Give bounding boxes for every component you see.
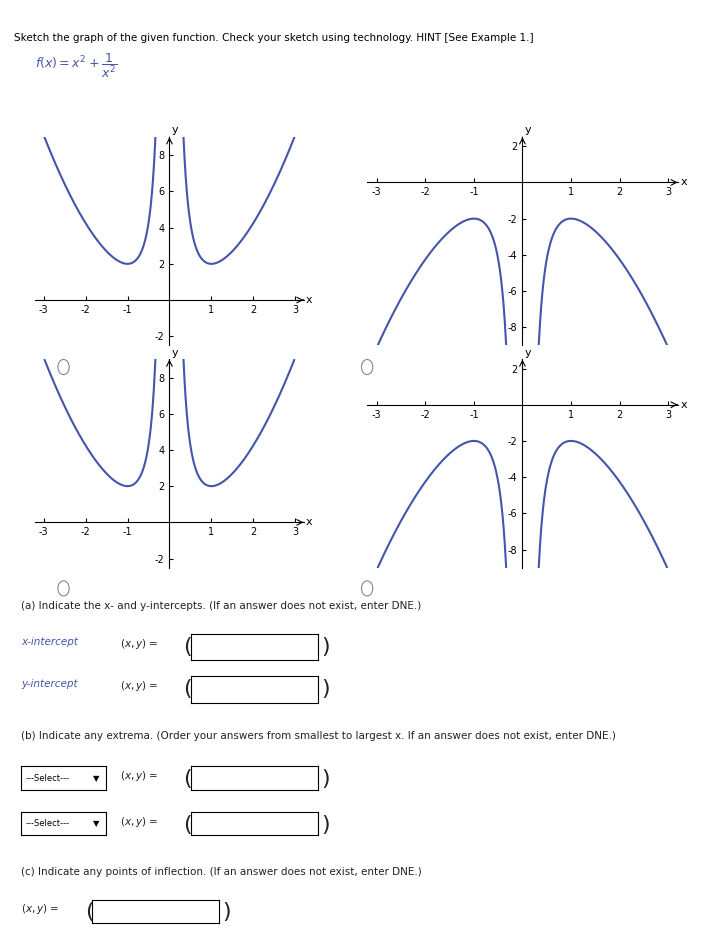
Text: Sketch the graph of the given function. Check your sketch using technology. HINT: Sketch the graph of the given function. … bbox=[14, 33, 534, 44]
Text: x: x bbox=[680, 400, 687, 410]
Text: y: y bbox=[172, 126, 178, 135]
Text: ▼: ▼ bbox=[92, 774, 99, 782]
Text: (: ( bbox=[184, 815, 192, 834]
Text: (a) Indicate the x- and y-intercepts. (If an answer does not exist, enter DNE.): (a) Indicate the x- and y-intercepts. (I… bbox=[21, 601, 421, 611]
Text: ): ) bbox=[321, 815, 330, 834]
Text: $(x, y)$ =: $(x, y)$ = bbox=[120, 679, 160, 693]
Text: $(x, y)$ =: $(x, y)$ = bbox=[21, 902, 61, 917]
Text: ): ) bbox=[321, 769, 330, 789]
Text: x: x bbox=[306, 517, 312, 527]
Text: (: ( bbox=[184, 637, 192, 657]
Text: $(x, y)$ =: $(x, y)$ = bbox=[120, 815, 160, 829]
Text: (: ( bbox=[184, 679, 192, 699]
Text: (: ( bbox=[85, 902, 93, 922]
Text: (: ( bbox=[184, 769, 192, 789]
Text: y: y bbox=[525, 348, 532, 358]
Text: x: x bbox=[306, 295, 312, 305]
Text: ): ) bbox=[321, 637, 330, 657]
Text: ---Select---: ---Select--- bbox=[25, 774, 69, 782]
Text: y: y bbox=[525, 126, 532, 135]
Text: $(x, y)$ =: $(x, y)$ = bbox=[120, 637, 160, 651]
Text: (b) Indicate any extrema. (Order your answers from smallest to largest x. If an : (b) Indicate any extrema. (Order your an… bbox=[21, 731, 616, 742]
Text: $(x, y)$ =: $(x, y)$ = bbox=[120, 769, 160, 783]
Text: y-intercept: y-intercept bbox=[21, 679, 78, 690]
Text: ---Select---: ---Select--- bbox=[25, 819, 69, 828]
Text: $f(x) = x^2 + \dfrac{1}{x^2}$: $f(x) = x^2 + \dfrac{1}{x^2}$ bbox=[35, 52, 117, 80]
Text: ): ) bbox=[321, 679, 330, 699]
Text: x-intercept: x-intercept bbox=[21, 637, 78, 647]
Text: ): ) bbox=[222, 902, 231, 922]
Text: ▼: ▼ bbox=[92, 819, 99, 828]
Text: x: x bbox=[680, 178, 687, 187]
Text: y: y bbox=[172, 348, 178, 358]
Text: (c) Indicate any points of inflection. (If an answer does not exist, enter DNE.): (c) Indicate any points of inflection. (… bbox=[21, 867, 422, 877]
